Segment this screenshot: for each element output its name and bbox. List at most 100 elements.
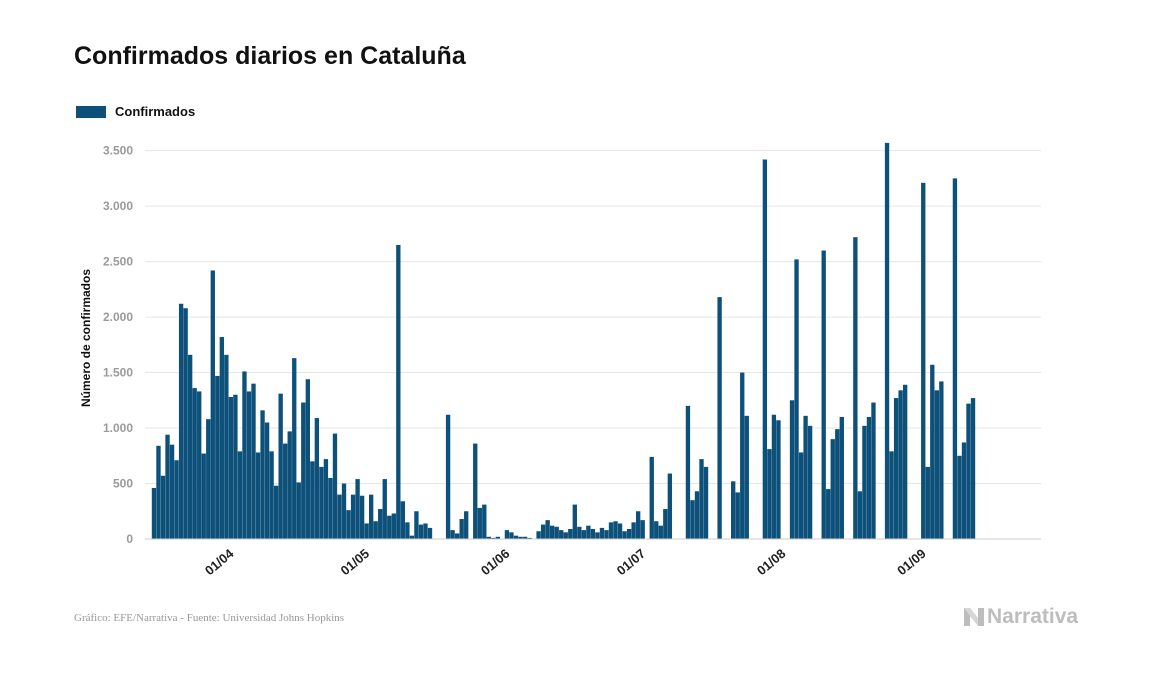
bar xyxy=(206,419,211,539)
bar xyxy=(450,530,455,539)
bar xyxy=(577,526,582,539)
bar xyxy=(296,482,301,539)
y-tick-label: 500 xyxy=(113,477,133,491)
bar xyxy=(568,529,573,539)
bar xyxy=(486,536,491,539)
bar xyxy=(699,459,704,539)
bar xyxy=(667,473,673,539)
bar xyxy=(169,444,175,539)
bar xyxy=(626,529,632,539)
bar xyxy=(807,425,813,539)
bar xyxy=(273,485,279,539)
bar xyxy=(378,509,383,539)
bar xyxy=(251,383,256,539)
bar xyxy=(839,416,844,539)
bar xyxy=(201,453,206,539)
bar xyxy=(871,402,876,539)
bar xyxy=(423,523,428,539)
x-tick-label: 01/08 xyxy=(754,546,789,578)
bar xyxy=(853,237,858,539)
bar xyxy=(156,445,161,539)
bar xyxy=(400,501,406,539)
bar xyxy=(233,394,238,539)
bar xyxy=(346,510,351,539)
bar xyxy=(183,308,188,539)
bar xyxy=(391,513,396,539)
bar xyxy=(631,522,636,539)
bar xyxy=(237,451,243,539)
y-axis-label: Número de confirmados xyxy=(79,269,93,407)
bar xyxy=(735,492,740,539)
bar xyxy=(495,536,501,539)
x-tick-label: 01/05 xyxy=(338,546,373,578)
logo-text: Narrativa xyxy=(987,605,1079,628)
bar xyxy=(789,400,795,539)
bar xyxy=(559,530,564,539)
bar xyxy=(803,415,808,539)
bar xyxy=(613,521,618,539)
y-tick-label: 0 xyxy=(126,532,133,546)
bar xyxy=(862,425,867,539)
bar xyxy=(889,451,894,539)
y-tick-label: 2.500 xyxy=(103,255,133,269)
bar xyxy=(382,479,387,539)
bar xyxy=(966,403,971,539)
bar xyxy=(369,494,374,539)
bar xyxy=(314,418,320,539)
bar xyxy=(522,536,528,539)
bar xyxy=(586,525,591,539)
bar xyxy=(178,303,184,539)
bar xyxy=(409,535,415,539)
bar xyxy=(197,391,202,539)
legend-label: Confirmados xyxy=(115,104,196,119)
bar xyxy=(939,381,944,539)
bars xyxy=(151,142,976,539)
bar xyxy=(165,434,170,539)
bar xyxy=(545,520,550,539)
source-credit: Gráfico: EFE/Narrativa - Fuente: Univers… xyxy=(74,612,345,624)
bar xyxy=(477,507,482,539)
bar xyxy=(640,520,645,539)
bar xyxy=(210,270,215,539)
bar xyxy=(794,259,799,539)
bar xyxy=(283,443,288,539)
bar xyxy=(319,466,324,539)
bar xyxy=(604,530,609,539)
bar xyxy=(310,461,315,539)
bar xyxy=(776,420,781,539)
bar xyxy=(554,526,559,539)
bar xyxy=(323,459,329,539)
bar xyxy=(427,527,433,539)
bar xyxy=(731,481,736,539)
bar xyxy=(563,532,568,539)
bar xyxy=(387,515,392,539)
bar xyxy=(373,521,378,539)
y-tick-label: 3.000 xyxy=(103,199,133,213)
bar xyxy=(513,535,519,539)
bar xyxy=(246,391,252,539)
bar xyxy=(341,483,347,539)
bar xyxy=(572,504,577,539)
bar xyxy=(925,466,930,539)
bar xyxy=(536,531,541,539)
bar xyxy=(242,371,247,539)
bar xyxy=(690,500,695,539)
bar xyxy=(187,354,193,539)
bar xyxy=(540,524,546,539)
narrativa-logo: Narrativa xyxy=(963,605,1078,629)
y-tick-label: 1.500 xyxy=(103,366,133,380)
bar xyxy=(255,452,261,539)
bar xyxy=(332,433,338,539)
bar xyxy=(617,523,623,539)
bar xyxy=(224,354,229,539)
bar xyxy=(717,297,722,539)
bar xyxy=(482,504,487,539)
bar xyxy=(292,358,297,539)
bar xyxy=(491,537,496,539)
bar xyxy=(930,364,935,539)
bar xyxy=(902,384,908,539)
bar xyxy=(663,509,668,539)
bar xyxy=(599,527,605,539)
bar xyxy=(821,250,826,539)
